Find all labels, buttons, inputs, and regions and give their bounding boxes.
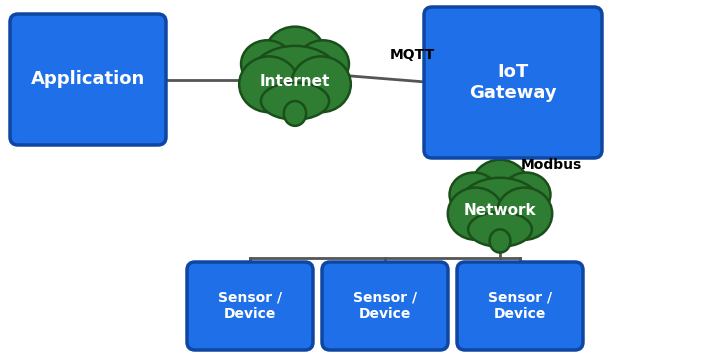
FancyBboxPatch shape	[187, 262, 313, 350]
Ellipse shape	[241, 40, 293, 87]
FancyBboxPatch shape	[457, 262, 583, 350]
Ellipse shape	[284, 101, 306, 126]
Text: Sensor /
Device: Sensor / Device	[353, 291, 417, 321]
Text: MQTT: MQTT	[390, 48, 435, 62]
Text: Modbus: Modbus	[521, 158, 583, 172]
FancyBboxPatch shape	[424, 7, 602, 158]
Ellipse shape	[291, 56, 351, 112]
FancyBboxPatch shape	[322, 262, 448, 350]
Text: Sensor /
Device: Sensor / Device	[488, 291, 552, 321]
Ellipse shape	[249, 46, 342, 114]
Text: IoT
Gateway: IoT Gateway	[469, 63, 557, 102]
Ellipse shape	[239, 56, 298, 112]
Ellipse shape	[261, 82, 329, 120]
Ellipse shape	[490, 230, 510, 253]
Ellipse shape	[502, 172, 550, 216]
Ellipse shape	[297, 40, 349, 87]
Ellipse shape	[264, 27, 326, 86]
Text: Sensor /
Device: Sensor / Device	[218, 291, 282, 321]
FancyBboxPatch shape	[10, 14, 166, 145]
Text: Network: Network	[464, 203, 536, 218]
Ellipse shape	[468, 212, 532, 247]
Ellipse shape	[471, 160, 529, 215]
Ellipse shape	[449, 172, 498, 216]
Text: Internet: Internet	[260, 74, 330, 89]
Ellipse shape	[448, 188, 503, 240]
Ellipse shape	[497, 188, 552, 240]
Ellipse shape	[456, 178, 544, 241]
Text: Application: Application	[31, 70, 145, 88]
